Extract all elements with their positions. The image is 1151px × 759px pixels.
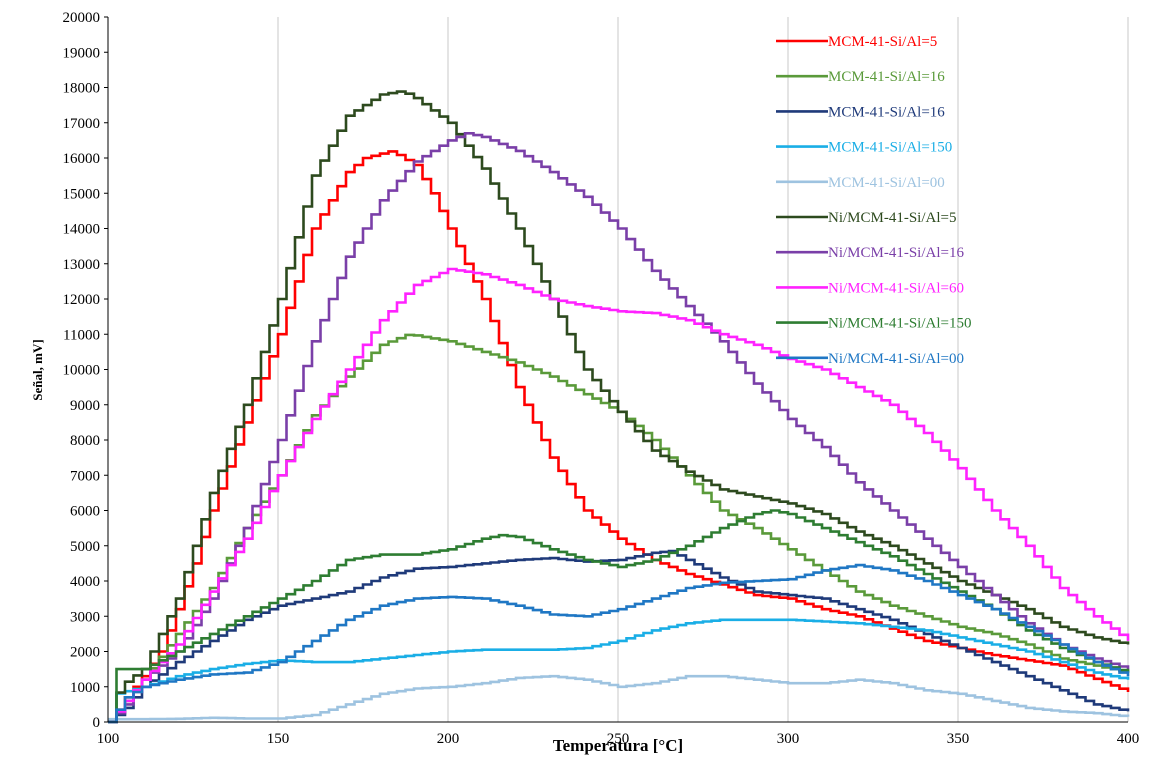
y-tick-label: 14000 — [63, 222, 101, 238]
x-tick-label: 350 — [947, 731, 970, 747]
y-tick-label: 1000 — [70, 680, 100, 696]
series-line-6 — [108, 90, 1130, 724]
legend-label: Ni/MCM-41-Si/Al=5 — [828, 210, 956, 226]
grid — [277, 17, 1129, 722]
y-tick-label: 4000 — [70, 574, 100, 590]
y-tick-label: 12000 — [63, 292, 101, 308]
x-tick-label: 200 — [437, 731, 460, 747]
y-tick-label: 15000 — [63, 186, 101, 202]
y-tick-label: 0 — [93, 715, 101, 731]
series-line-10 — [108, 563, 1130, 724]
y-tick-label: 7000 — [70, 468, 100, 484]
legend-label: Ni/MCM-41-Si/Al=00 — [828, 351, 964, 367]
y-tick-label: 19000 — [63, 45, 101, 61]
legend-label: Ni/MCM-41-Si/Al=16 — [828, 245, 964, 261]
y-tick-label: 8000 — [70, 433, 100, 449]
y-tick-label: 9000 — [70, 398, 100, 414]
legend-label: MCM-41-Si/Al=150 — [828, 140, 952, 156]
y-axis-title: Señal, mV] — [30, 339, 45, 400]
series-lines — [108, 90, 1130, 724]
y-tick-label: 20000 — [63, 10, 101, 26]
y-tick-label: 11000 — [63, 327, 100, 343]
y-tick-label: 3000 — [70, 609, 100, 625]
legend-label: MCM-41-Si/Al=00 — [828, 175, 945, 191]
legend-label: MCM-41-Si/Al=16 — [828, 104, 945, 120]
series-line-5 — [108, 674, 1130, 721]
legend-label: MCM-41-Si/Al=16 — [828, 69, 945, 85]
x-tick-label: 300 — [777, 731, 800, 747]
y-tick-label: 13000 — [63, 257, 101, 273]
x-axis-title: Temperatura [°C] — [553, 736, 683, 755]
x-tick-label: 250 — [607, 731, 630, 747]
x-tick-label: 400 — [1117, 731, 1140, 747]
y-tick-label: 2000 — [70, 645, 100, 661]
y-tick-label: 16000 — [63, 151, 101, 167]
x-tick-label: 100 — [97, 731, 120, 747]
legend-label: Ni/MCM-41-Si/Al=150 — [828, 316, 971, 332]
x-tick-labels: 100 150 200 250 300 350 400 — [97, 731, 1140, 747]
series-line-4 — [108, 618, 1130, 724]
legend-label: MCM-41-Si/Al=5 — [828, 34, 937, 50]
x-tick-label: 150 — [267, 731, 290, 747]
legend-label: Ni/MCM-41-Si/Al=60 — [828, 280, 964, 296]
series-line-3 — [108, 549, 1130, 724]
y-tick-label: 6000 — [70, 504, 100, 520]
series-line-8 — [108, 267, 1130, 724]
series-line-9 — [108, 509, 1130, 724]
legend: MCM-41-Si/Al=5 MCM-41-Si/Al=16 MCM-41-Si/A… — [776, 34, 971, 367]
y-tick-label: 10000 — [63, 363, 101, 379]
y-tick-label: 18000 — [63, 81, 101, 97]
y-tick-label: 17000 — [63, 116, 101, 132]
series-line-7 — [108, 132, 1130, 724]
y-tick-label: 5000 — [70, 539, 100, 555]
y-tick-labels: 0 1000 2000 3000 4000 5000 6000 7000 8000 9000 100… — [63, 10, 108, 731]
